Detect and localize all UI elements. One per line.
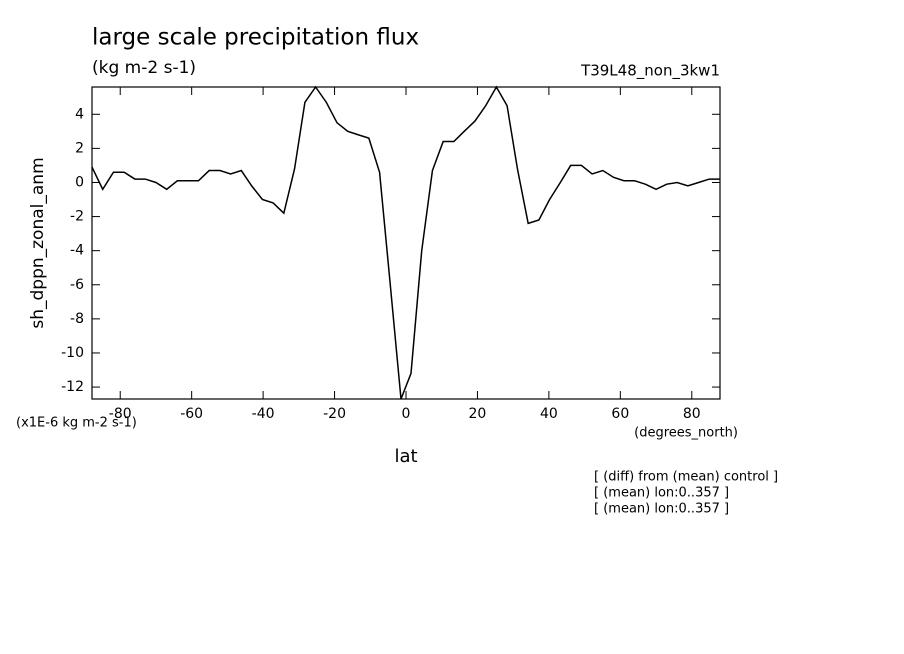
note: [ (mean) lon:0..357 ] (594, 486, 729, 501)
x-tick-label: -40 (252, 406, 275, 422)
x-tick-label: 0 (402, 406, 411, 422)
x-tick-label: 40 (540, 406, 558, 422)
y-tick-label: -4 (70, 243, 84, 259)
plot-frame (91, 86, 721, 400)
x-tick-label: 20 (469, 406, 487, 422)
y-units: (x1E-6 kg m-2 s-1) (16, 416, 137, 431)
chart-title: large scale precipitation flux (92, 25, 419, 51)
run-label: T39L48_non_3kw1 (580, 62, 720, 81)
note: [ (diff) from (mean) control ] (594, 470, 778, 485)
y-tick-label: -10 (61, 345, 84, 361)
y-tick-label: -12 (61, 379, 84, 395)
x-tick-label: -20 (323, 406, 346, 422)
chart-subtitle: (kg m-2 s-1) (92, 58, 196, 78)
y-tick-label: 0 (75, 174, 84, 190)
x-tick-label: 60 (611, 406, 629, 422)
y-tick-label: -2 (70, 209, 84, 225)
y-tick-label: -6 (70, 277, 84, 293)
y-tick-label: 4 (75, 106, 84, 122)
x-axis-label: lat (394, 446, 417, 467)
x-tick-label: 80 (683, 406, 701, 422)
x-tick-label: -60 (180, 406, 203, 422)
y-tick-label: 2 (75, 140, 84, 156)
y-tick-label: -8 (70, 311, 84, 327)
note: [ (mean) lon:0..357 ] (594, 502, 729, 517)
x-tick-label: -80 (109, 406, 132, 422)
x-units: (degrees_north) (634, 426, 738, 441)
y-axis-label: sh_dppn_zonal_anm (28, 157, 48, 328)
data-line (91, 85, 720, 400)
